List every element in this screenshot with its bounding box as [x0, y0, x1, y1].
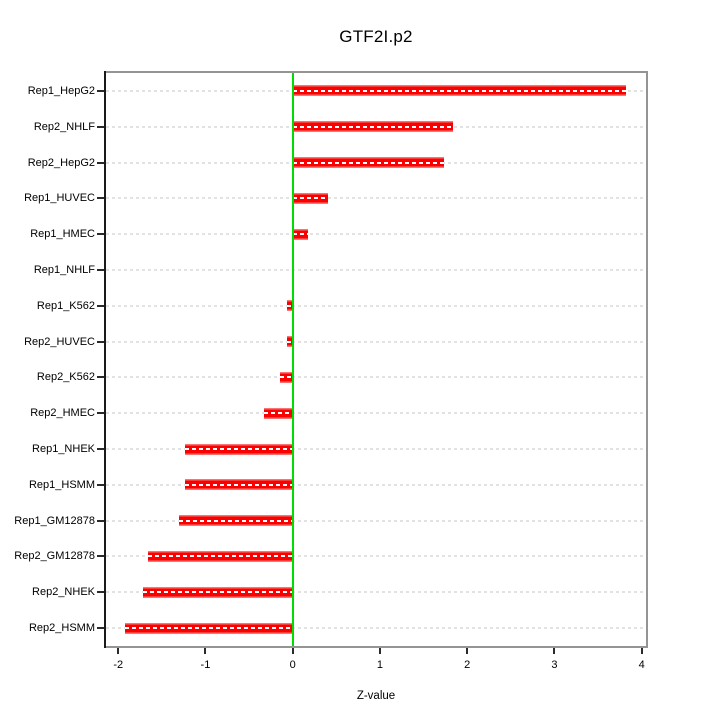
y-axis-label: Rep1_HUVEC	[24, 192, 95, 205]
y-tick	[97, 233, 104, 236]
bar-stripe	[184, 483, 293, 486]
bar-stripe	[279, 376, 293, 379]
y-tick	[97, 89, 104, 92]
zero-line	[291, 73, 294, 646]
y-axis-label: Rep2_HepG2	[27, 156, 95, 169]
x-tick	[640, 648, 643, 654]
y-axis-label: Rep1_K562	[36, 299, 95, 312]
bar-stripe	[287, 304, 293, 307]
bar-Rep2_HMEC	[263, 407, 293, 419]
y-axis-label: Rep2_HSMM	[28, 622, 95, 635]
gridline	[106, 197, 646, 200]
bar-Rep2_K562	[279, 371, 293, 383]
x-tick	[204, 648, 207, 654]
bar-stripe	[292, 89, 626, 92]
bar-stripe	[292, 161, 444, 164]
y-tick	[97, 483, 104, 486]
bar-stripe	[185, 448, 293, 451]
y-tick	[97, 304, 104, 307]
gridline	[106, 627, 646, 630]
bar-stripe	[147, 555, 293, 558]
x-tick	[378, 648, 381, 654]
bar-stripe	[292, 233, 308, 236]
y-tick	[97, 376, 104, 379]
bar-Rep2_HepG2	[292, 157, 444, 169]
y-axis-label: Rep1_GM12878	[14, 514, 95, 527]
y-axis-label: Rep1_HepG2	[27, 84, 95, 97]
x-axis-title: Z-value	[356, 690, 396, 702]
y-axis-label: Rep1_NHEK	[32, 443, 95, 456]
x-tick	[466, 648, 469, 654]
bar-Rep2_GM12878	[147, 550, 293, 562]
bar-stripe	[263, 412, 293, 415]
chart-title: GTF2I.p2	[339, 27, 413, 46]
bar-Rep1_HepG2	[292, 85, 626, 97]
bar-stripe	[125, 627, 293, 630]
y-axis-label: Rep2_NHLF	[33, 120, 95, 133]
y-axis-label: Rep1_HSMM	[28, 478, 95, 491]
bar-Rep1_K562	[287, 300, 293, 312]
y-axis-label: Rep2_HMEC	[30, 407, 95, 420]
bar-Rep2_NHLF	[292, 121, 454, 133]
y-tick	[97, 268, 104, 271]
y-tick	[97, 412, 104, 415]
x-tick-label: -2	[113, 659, 124, 671]
bar-Rep1_HUVEC	[292, 192, 328, 204]
y-tick	[97, 627, 104, 630]
y-axis-label: Rep1_NHLF	[33, 263, 95, 276]
bar-Rep2_NHEK	[142, 586, 293, 598]
y-tick	[97, 448, 104, 451]
bar-Rep1_GM12878	[179, 515, 293, 527]
y-tick	[97, 197, 104, 200]
bar-stripe	[179, 519, 293, 522]
bar-Rep1_HSMM	[184, 479, 293, 491]
x-tick-label: 0	[289, 659, 296, 671]
gridline	[106, 483, 646, 486]
bar-stripe	[142, 591, 293, 594]
gridline	[106, 376, 646, 379]
gridline	[106, 233, 646, 236]
bar-Rep2_HUVEC	[286, 336, 293, 348]
x-tick	[553, 648, 556, 654]
bar-Rep1_HMEC	[292, 228, 308, 240]
plot-area: Rep1_HepG2 Rep2_NHLF Rep2_HepG2 Rep1_HUVEC R…	[14, 71, 648, 671]
gridline	[106, 304, 646, 307]
bar-stripe	[286, 340, 293, 343]
gridline	[106, 519, 646, 522]
x-tick-label: 1	[376, 659, 383, 671]
y-axis-label: Rep2_NHEK	[32, 586, 95, 599]
gridline	[106, 591, 646, 594]
gridline	[106, 340, 646, 343]
gridline	[106, 448, 646, 451]
gridline	[106, 555, 646, 558]
y-axis-label: Rep2_GM12878	[14, 550, 95, 563]
y-tick	[97, 555, 104, 558]
x-tick-label: 3	[551, 659, 558, 671]
bar-Rep2_HSMM	[125, 622, 293, 634]
x-tick-label: 4	[638, 659, 645, 671]
y-tick	[97, 340, 104, 343]
bar-stripe	[292, 125, 454, 128]
bar-Rep1_NHEK	[185, 443, 293, 455]
bar-stripe	[292, 197, 328, 200]
x-tick-label: 2	[464, 659, 471, 671]
y-axis-line	[104, 71, 106, 648]
y-tick	[97, 161, 104, 164]
gridline	[106, 412, 646, 415]
y-tick	[97, 591, 104, 594]
y-tick	[97, 519, 104, 522]
gridline	[106, 268, 646, 271]
x-tick-label: -1	[200, 659, 211, 671]
y-axis-label: Rep1_HMEC	[30, 228, 95, 241]
x-tick	[291, 648, 294, 654]
y-axis-label: Rep2_K562	[36, 371, 95, 384]
y-tick	[97, 125, 104, 128]
x-tick	[117, 648, 120, 654]
y-axis-label: Rep2_HUVEC	[24, 335, 95, 348]
